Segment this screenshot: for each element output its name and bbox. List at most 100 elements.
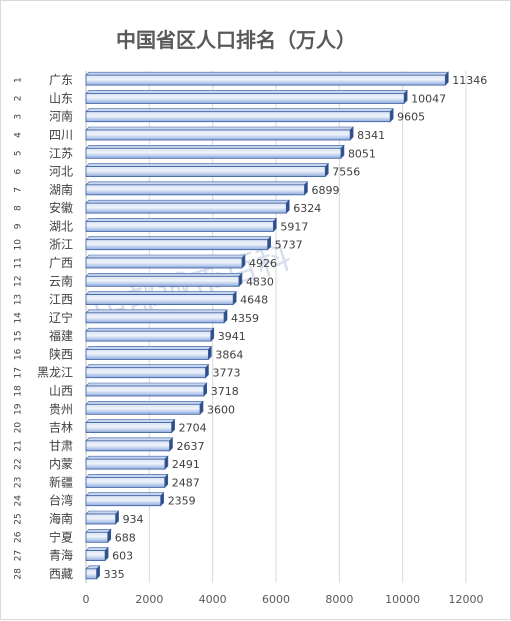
bar-青海	[85, 546, 109, 562]
category-label: 云南	[49, 273, 73, 288]
rank-label: 2	[14, 96, 24, 102]
x-tick-label: 4000	[199, 593, 227, 606]
bar-top-face	[85, 455, 169, 460]
bar-内蒙	[85, 455, 169, 470]
bar-贵州	[85, 400, 204, 416]
data-label: 4830	[246, 275, 274, 288]
bar-front-face	[85, 147, 342, 159]
category-label: 甘肃	[49, 439, 73, 453]
rank-label: 5	[14, 150, 24, 156]
data-label: 6899	[311, 184, 339, 197]
bar-front-face	[85, 422, 173, 433]
bar-front-face	[85, 202, 287, 214]
rank-label: 26	[14, 531, 24, 543]
data-label: 8051	[348, 147, 376, 160]
rank-label: 3	[14, 114, 24, 120]
data-label: 8341	[357, 129, 385, 142]
bar-top-face	[85, 272, 243, 277]
bar-top-face	[85, 364, 210, 369]
bar-front-face	[85, 531, 109, 543]
bar-湖北	[85, 217, 278, 233]
data-label: 603	[112, 550, 133, 563]
data-label: 9605	[397, 111, 425, 124]
bar-top-face	[85, 236, 272, 241]
category-label: 浙江	[49, 238, 73, 252]
category-label: 河南	[49, 109, 73, 124]
bar-宁夏	[85, 528, 112, 544]
rank-label: 7	[14, 187, 24, 193]
bar-front-face	[85, 477, 166, 488]
category-label: 台湾	[49, 493, 73, 508]
bar-top-face	[85, 474, 169, 478]
bar-台湾	[85, 491, 165, 507]
rank-label: 24	[14, 495, 24, 507]
bar-广东	[85, 71, 450, 86]
data-label: 7556	[332, 166, 360, 179]
bar-front-face	[85, 495, 162, 507]
bar-top-face	[85, 510, 120, 515]
data-label: 2637	[177, 440, 205, 453]
rank-label: 18	[14, 385, 24, 397]
category-label: 江苏	[49, 146, 73, 160]
category-label: 福建	[49, 328, 73, 343]
bar-top-face	[85, 346, 213, 350]
rank-label: 1	[14, 77, 24, 83]
bar-front-face	[85, 111, 391, 123]
rank-label: 16	[14, 348, 24, 360]
rank-label: 19	[14, 403, 24, 415]
bar-front-face	[85, 294, 234, 305]
data-label: 3718	[211, 385, 239, 398]
data-label: 2704	[179, 422, 207, 435]
data-label: 3941	[218, 330, 246, 343]
bars	[85, 71, 450, 580]
rank-label: 25	[14, 513, 24, 524]
bar-湖南	[85, 181, 309, 196]
category-label: 青海	[49, 548, 73, 563]
rank-label: 14	[14, 312, 24, 324]
category-label: 黑龙江	[37, 366, 73, 380]
bar-front-face	[85, 221, 274, 232]
bar-top-face	[85, 327, 215, 332]
bar-广西	[85, 254, 246, 269]
bar-江西	[85, 290, 237, 306]
bar-front-face	[85, 367, 206, 379]
bar-top-face	[85, 163, 329, 167]
bar-top-face	[85, 254, 246, 259]
bar-top-face	[85, 218, 278, 222]
x-tick-label: 12000	[449, 593, 484, 606]
category-label: 辽宁	[49, 310, 73, 325]
bar-top-face	[85, 181, 309, 186]
bar-front-face	[85, 330, 212, 342]
data-label: 2487	[172, 476, 200, 489]
bar-吉林	[85, 418, 176, 434]
data-label: 4648	[240, 294, 268, 307]
data-label: 3864	[215, 348, 243, 361]
rank-label: 10	[14, 239, 24, 251]
category-label: 贵州	[49, 402, 73, 416]
bar-山东	[85, 89, 408, 105]
bar-front-face	[85, 385, 205, 397]
data-label: 6324	[293, 202, 321, 215]
data-label: 5737	[275, 239, 303, 252]
bar-新疆	[85, 473, 169, 489]
bar-山西	[85, 382, 208, 397]
bar-front-face	[85, 93, 405, 104]
bar-河南	[85, 107, 394, 123]
bar-top-face	[85, 71, 450, 76]
rank-label: 4	[14, 132, 24, 138]
bar-front-face	[85, 513, 116, 525]
bar-辽宁	[85, 309, 228, 324]
bar-top-face	[85, 437, 174, 442]
rank-label: 13	[14, 294, 24, 305]
category-label: 江西	[49, 293, 73, 307]
data-label: 688	[115, 531, 136, 544]
rank-label: 27	[14, 550, 24, 561]
bar-front-face	[85, 239, 269, 251]
rank-label: 22	[14, 458, 24, 469]
bar-front-face	[85, 312, 225, 324]
data-label: 4359	[231, 312, 259, 325]
category-label: 湖南	[49, 182, 73, 197]
bar-黑龙江	[85, 363, 210, 379]
bar-top-face	[85, 144, 345, 149]
